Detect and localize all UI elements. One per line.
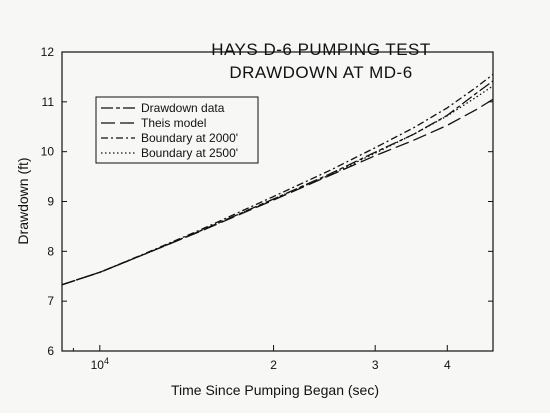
legend-label: Boundary at 2000' bbox=[141, 131, 238, 145]
x-tick-label: 2 bbox=[270, 358, 277, 372]
x-tick-label: 104 bbox=[91, 356, 109, 372]
y-tick-label: 7 bbox=[47, 294, 54, 308]
y-tick-label: 6 bbox=[47, 344, 54, 358]
legend-label: Theis model bbox=[141, 116, 206, 130]
x-axis: 104 2 3 4 bbox=[72, 345, 451, 372]
x-axis-label: Time Since Pumping Began (sec) bbox=[171, 382, 379, 398]
legend-label: Drawdown data bbox=[141, 101, 225, 115]
y-tick-label: 12 bbox=[41, 45, 55, 59]
series-line-3 bbox=[61, 73, 494, 286]
x-tick-label: 3 bbox=[372, 358, 379, 372]
y-tick-label: 10 bbox=[41, 145, 55, 159]
series-line-4 bbox=[61, 85, 494, 286]
y-axis-label: Drawdown (ft) bbox=[15, 157, 31, 244]
y-tick-label: 11 bbox=[42, 95, 55, 109]
y-tick-label: 8 bbox=[47, 244, 54, 258]
y-tick-label: 9 bbox=[47, 195, 54, 209]
x-tick-label: 4 bbox=[444, 358, 451, 372]
series-layer bbox=[61, 73, 494, 286]
chart-title-line-1: HAYS D-6 PUMPING TEST bbox=[211, 40, 431, 59]
y-axis: 6 7 8 9 10 11 12 bbox=[41, 45, 493, 358]
chart-title-line-2: DRAWDOWN AT MD-6 bbox=[229, 63, 412, 82]
legend-label: Boundary at 2500' bbox=[141, 146, 238, 160]
